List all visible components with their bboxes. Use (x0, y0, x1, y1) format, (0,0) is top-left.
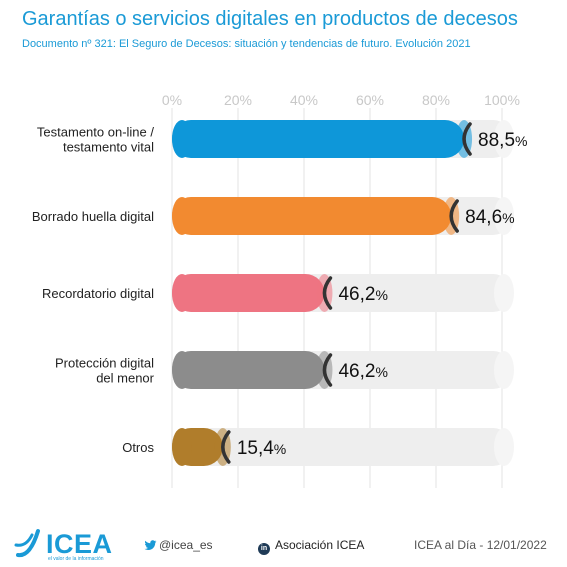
icea-logo-text: ICEA (46, 529, 113, 559)
bar-start (172, 428, 192, 466)
bar-track-cap (494, 274, 514, 312)
bar-track-cap (494, 351, 514, 389)
icea-logo-icon (14, 529, 40, 558)
twitter-link[interactable]: @icea_es (144, 538, 213, 552)
chart-subtitle: Documento nº 321: El Seguro de Decesos: … (22, 38, 471, 50)
bar-start (172, 120, 192, 158)
bar (172, 197, 452, 235)
linkedin-icon: in (258, 543, 270, 555)
bar-value-label: 84,6% (465, 207, 514, 228)
bar-track-cap (494, 428, 514, 466)
twitter-bird-icon (144, 540, 157, 550)
bar (172, 351, 325, 389)
bar-end-shadow (322, 353, 333, 387)
category-label: Recordatorio digital (42, 286, 154, 301)
category-label: Protección digital del menor (55, 356, 155, 386)
x-tick-label: 40% (290, 92, 318, 108)
bar (172, 120, 465, 158)
linkedin-link[interactable]: in Asociación ICEA (258, 538, 364, 555)
category-label: Otros (122, 440, 154, 455)
x-tick-label: 0% (162, 92, 182, 108)
bar-end-shadow (322, 276, 333, 310)
bar-end-shadow (449, 199, 459, 233)
bar-track-cap (494, 120, 514, 158)
category-label: Borrado huella digital (32, 209, 154, 224)
bar-end-shadow (221, 430, 231, 464)
x-tick-label: 60% (356, 92, 384, 108)
icea-logo-tagline: el valor de la información (48, 556, 104, 562)
bar-value-label: 46,2% (338, 284, 387, 305)
bar-chart: 0% 20% 40% 60% 80% 100% 88,5% Testamento on-lin… (32, 92, 527, 488)
chart-title: Garantías o servicios digitales en produ… (22, 8, 518, 30)
bar-track (172, 428, 512, 466)
bar-value-label: 88,5% (478, 130, 527, 151)
bar-start (172, 274, 192, 312)
x-tick-label: 20% (224, 92, 252, 108)
bar-start (172, 197, 192, 235)
bar-end-shadow (462, 122, 472, 156)
bar-start (172, 351, 192, 389)
bar (172, 274, 325, 312)
linkedin-label: Asociación ICEA (275, 538, 365, 552)
footer-date: ICEA al Día - 12/01/2022 (414, 538, 547, 552)
x-tick-label: 80% (422, 92, 450, 108)
x-tick-label: 100% (484, 92, 520, 108)
bar-value-label: 15,4% (237, 438, 286, 459)
bar-value-label: 46,2% (338, 361, 387, 382)
bar-track-cap (494, 197, 514, 235)
category-label: Testamento on-line / testamento vital (37, 125, 154, 155)
footer: ICEA el valor de la información @icea_es… (0, 525, 567, 565)
twitter-handle: @icea_es (159, 538, 213, 552)
